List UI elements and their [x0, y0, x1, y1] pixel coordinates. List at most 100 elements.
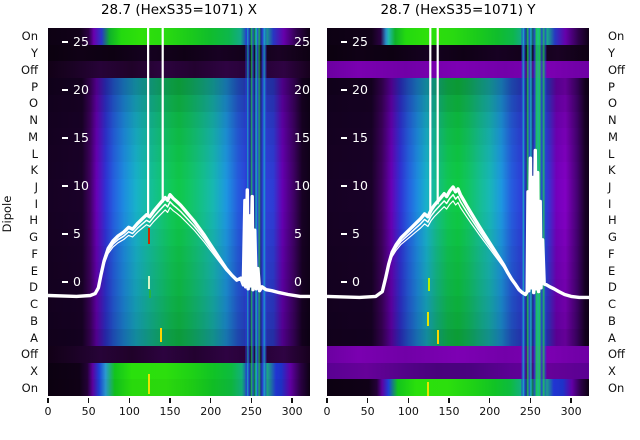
- overlay-curve: [327, 28, 589, 300]
- x-tick-mark: [570, 398, 572, 403]
- artifact-dash: [160, 328, 162, 342]
- row-label: O: [28, 96, 38, 111]
- row-label: M: [28, 129, 38, 144]
- x-tick-label: 300: [281, 405, 303, 418]
- row-label: G: [29, 230, 38, 245]
- row-label: A: [608, 330, 616, 345]
- x-tick-mark: [128, 398, 131, 403]
- artifact-dash: [428, 278, 430, 291]
- value-tick-label-right: 25: [294, 34, 310, 49]
- row-label: H: [29, 213, 38, 228]
- artifact-dash: [148, 228, 150, 244]
- x-tick-mark: [87, 398, 90, 403]
- artifact-dash: [427, 312, 429, 326]
- tick-value: 20: [352, 82, 368, 97]
- value-tick-label: 25: [341, 34, 368, 49]
- x-tick-mark: [448, 398, 450, 403]
- value-tick-label: 20: [62, 82, 89, 97]
- x-tick-label: 200: [479, 405, 501, 418]
- x-tick-label: 300: [560, 405, 582, 418]
- row-label: On: [21, 380, 38, 395]
- tick-value: 5: [352, 226, 360, 241]
- value-tick-label: 0: [62, 274, 81, 289]
- x-tick-mark: [366, 398, 369, 403]
- row-label: B: [30, 313, 38, 328]
- value-tick-label: 5: [62, 226, 81, 241]
- artifact-dash: [427, 382, 429, 396]
- row-label: On: [21, 29, 38, 44]
- row-label: H: [608, 213, 617, 228]
- row-label: N: [29, 113, 38, 128]
- row-label: J: [34, 179, 38, 194]
- x-tick-label: 50: [360, 405, 375, 418]
- row-label: L: [608, 146, 615, 161]
- tick-dash: [341, 136, 347, 139]
- value-tick-label-right: 10: [294, 178, 310, 193]
- value-tick-label: 10: [62, 178, 89, 193]
- x-tick-mark: [169, 398, 171, 403]
- row-label: I: [34, 196, 38, 211]
- x-tick-mark: [210, 398, 212, 403]
- tick-dash: [62, 280, 68, 283]
- row-label: I: [608, 196, 612, 211]
- overlay-curve: [48, 28, 310, 299]
- x-axis-left: 0 50 100 150 200 250 300: [44, 396, 310, 424]
- tick-dash: [341, 232, 347, 235]
- row-label: Off: [608, 62, 625, 77]
- x-axis-right: 0 50 100 150 200 250 300: [323, 396, 589, 424]
- tick-value: 5: [73, 226, 81, 241]
- tick-dash: [341, 280, 347, 283]
- row-label: D: [608, 280, 617, 295]
- tick-value: 0: [352, 274, 360, 289]
- row-label: P: [608, 79, 615, 94]
- value-tick-label: 10: [341, 178, 368, 193]
- row-label: G: [608, 230, 617, 245]
- value-tick-label: 25: [62, 34, 89, 49]
- row-label: N: [608, 113, 617, 128]
- artifact-dash: [437, 330, 439, 344]
- row-label: X: [608, 364, 616, 379]
- tick-dash: [62, 40, 68, 43]
- tick-dash: [341, 40, 347, 43]
- tick-dash: [62, 88, 68, 91]
- row-label: F: [31, 246, 38, 261]
- tick-value: 25: [73, 34, 89, 49]
- row-label: F: [608, 246, 615, 261]
- value-tick-label: 5: [341, 226, 360, 241]
- tick-value: 25: [352, 34, 368, 49]
- x-tick-mark: [326, 398, 328, 403]
- x-tick-label: 0: [44, 405, 52, 418]
- x-tick-label: 150: [438, 405, 460, 418]
- tick-value: 20: [73, 82, 89, 97]
- value-tick-label: 0: [341, 274, 360, 289]
- x-tick-mark: [407, 398, 410, 403]
- row-labels-left: On Y Off P O N M L K J I H G F E D C B A Off X On: [0, 28, 38, 396]
- row-label: Y: [30, 46, 38, 61]
- row-label: K: [30, 163, 38, 178]
- curve-stroke: [327, 148, 589, 300]
- row-label: E: [30, 263, 38, 278]
- x-tick-label: 0: [323, 405, 331, 418]
- row-label: E: [608, 263, 616, 278]
- row-label: J: [608, 179, 612, 194]
- x-tick-label: 100: [118, 405, 140, 418]
- row-label: Off: [21, 62, 38, 77]
- x-tick-label: 250: [519, 405, 541, 418]
- x-tick-label: 50: [81, 405, 96, 418]
- value-tick-label: 15: [62, 130, 89, 145]
- tick-value: 10: [73, 178, 89, 193]
- curve-stroke: [327, 169, 589, 298]
- row-label: On: [608, 29, 625, 44]
- row-label: K: [608, 163, 616, 178]
- row-label: M: [608, 129, 618, 144]
- value-tick-label: 15: [341, 130, 368, 145]
- tick-value: 15: [73, 130, 89, 145]
- row-labels-right: On Y Off P O N M L K J I H G F E D C B A Off X On: [608, 28, 640, 396]
- value-tick-label-right: 20: [294, 82, 310, 97]
- x-tick-mark: [47, 398, 49, 403]
- row-label: C: [29, 297, 38, 312]
- value-tick-label-right: 15: [294, 130, 310, 145]
- artifact-dash: [148, 374, 150, 394]
- row-label: O: [608, 96, 618, 111]
